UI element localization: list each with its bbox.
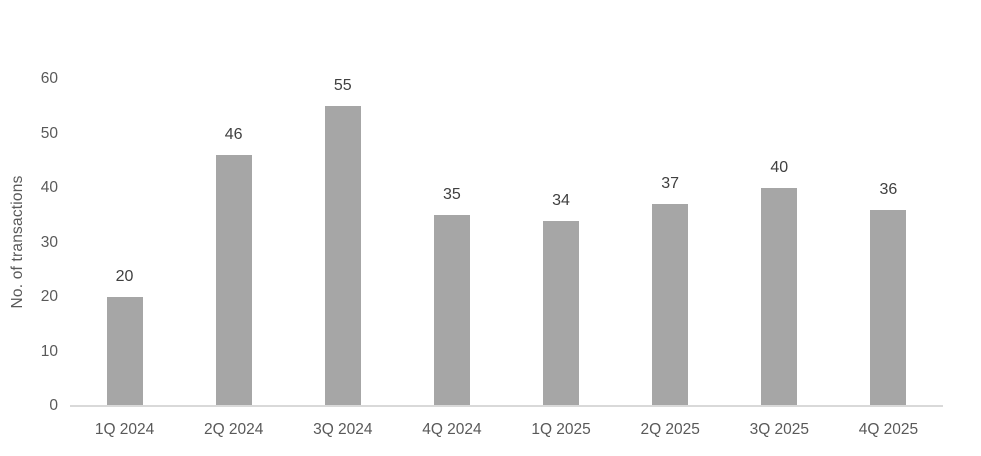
x-tick-label: 2Q 2025 [640,421,700,438]
y-tick-label: 40 [40,179,58,196]
bar [543,220,580,405]
bar-value-label: 37 [661,175,680,193]
bar-value-label: 40 [770,159,789,176]
bar [870,209,907,405]
bar-value-label: 36 [879,180,898,198]
bar-value-label: 46 [224,126,243,144]
x-tick-label: 1Q 2025 [531,421,591,438]
y-tick-label: 30 [40,233,58,251]
x-tick-label: 4Q 2024 [422,421,482,438]
bar-value-label: 20 [115,268,134,285]
x-axis-line [70,405,943,407]
x-tick-label: 3Q 2025 [749,421,810,438]
bar [106,297,143,405]
bar-value-label: 34 [552,191,570,209]
y-tick-label: 10 [40,342,58,360]
y-tick-label: 50 [40,124,58,142]
bar [652,204,689,405]
bar [215,155,252,405]
y-tick-label: 0 [49,397,58,414]
bar [761,188,798,405]
x-tick-label: 1Q 2024 [94,421,155,438]
x-tick-label: 3Q 2024 [313,421,373,438]
bar-value-label: 35 [443,186,461,204]
bar-value-label: 55 [333,77,352,95]
y-tick-label: 60 [40,70,58,87]
bar [433,215,470,405]
x-tick-label: 4Q 2025 [858,421,919,438]
y-tick-label: 20 [40,288,58,305]
bar [324,106,361,405]
x-tick-label: 2Q 2024 [203,421,264,438]
